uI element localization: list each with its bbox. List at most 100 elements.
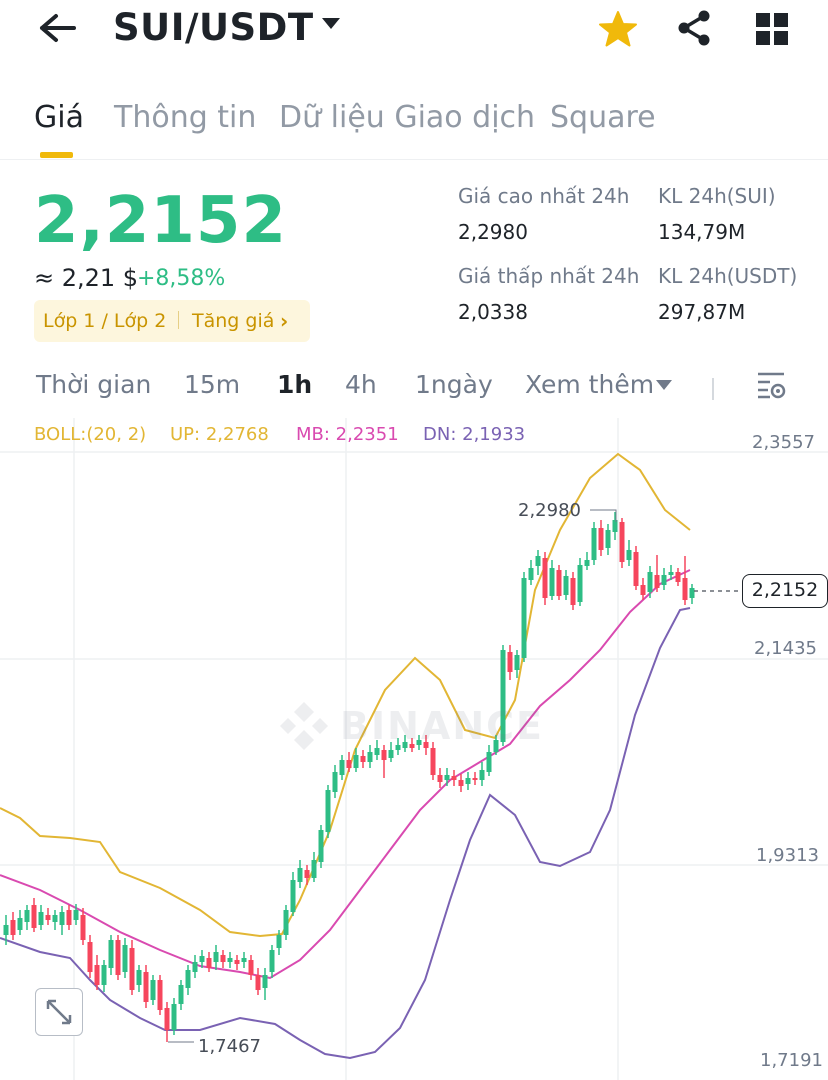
candle-body: [367, 752, 373, 762]
candle-body: [689, 588, 695, 598]
y-axis-label: 2,1435: [754, 638, 817, 659]
candle-body: [360, 756, 366, 762]
interval-1day[interactable]: 1ngày: [415, 370, 493, 399]
candle-body: [647, 572, 653, 592]
candle-body: [388, 750, 394, 758]
candle-body: [675, 572, 681, 582]
candle-body: [150, 980, 156, 1000]
candle-body: [500, 650, 506, 742]
candle-body: [605, 530, 611, 548]
star-icon[interactable]: [598, 10, 638, 48]
candle-body: [598, 528, 604, 550]
candle-body: [248, 960, 254, 975]
candle-body: [66, 910, 72, 925]
candle-body: [59, 912, 65, 925]
candle-body: [514, 655, 520, 670]
candle-body: [234, 960, 240, 964]
candle-body: [472, 778, 478, 780]
candle-body: [171, 1004, 177, 1030]
candle-body: [339, 760, 345, 775]
candle-body: [528, 568, 534, 580]
candle-body: [143, 972, 149, 1002]
candle-body: [185, 970, 191, 988]
candle-body: [206, 958, 212, 968]
candle-body: [178, 985, 184, 1004]
candle-body: [94, 965, 100, 985]
candle-body: [451, 776, 457, 780]
boll-dn-value: DN: 2,1933: [423, 424, 526, 445]
approx-usd-price: ≈ 2,21 $: [34, 264, 139, 292]
interval-more[interactable]: Xem thêm: [525, 370, 655, 399]
candle-body: [416, 740, 422, 745]
candle-body: [325, 790, 331, 832]
trading-pair-title[interactable]: SUI/USDT: [113, 6, 314, 49]
candle-body: [45, 915, 51, 920]
pair-dropdown-caret-icon[interactable]: [322, 18, 340, 29]
back-arrow-icon[interactable]: [34, 8, 78, 48]
layer-tag-label[interactable]: Lớp 1 / Lớp 2: [43, 310, 167, 332]
candle-body: [192, 962, 198, 972]
y-axis-label: 1,9313: [756, 845, 819, 866]
tab-square[interactable]: Square: [550, 100, 656, 135]
candle-body: [479, 770, 485, 780]
y-axis-label: 2,3557: [752, 432, 815, 453]
candle-body: [584, 560, 590, 566]
candle-body: [353, 755, 359, 768]
vol-base-value: 134,79M: [658, 220, 746, 244]
candle-body: [213, 952, 219, 962]
interval-15m[interactable]: 15m: [184, 370, 241, 399]
vol-quote-value: 297,87M: [658, 300, 746, 324]
high-marker-line: [590, 509, 617, 522]
candle-body: [164, 1008, 170, 1030]
candle-body: [87, 942, 93, 972]
boll-label: BOLL:(20, 2): [34, 424, 147, 445]
interval-time[interactable]: Thời gian: [36, 370, 152, 399]
candle-body: [430, 748, 436, 775]
gainers-tag-label[interactable]: Tăng giá: [192, 310, 275, 332]
candle-body: [633, 552, 639, 586]
candle-body: [136, 970, 142, 985]
candle-body: [409, 744, 415, 748]
current-price-tag: 2,2152: [742, 574, 828, 608]
interval-1h[interactable]: 1h: [277, 370, 313, 399]
candle-body: [332, 772, 338, 792]
interval-4h[interactable]: 4h: [345, 370, 377, 399]
binance-logo-icon: [280, 702, 328, 750]
candle-body: [269, 950, 275, 972]
candle-body: [311, 860, 317, 878]
grid-menu-icon[interactable]: [755, 12, 789, 46]
fullscreen-button[interactable]: [35, 988, 83, 1036]
more-dropdown-caret-icon[interactable]: [656, 380, 672, 390]
tab-trading-data[interactable]: Dữ liệu Giao dịch: [279, 100, 536, 135]
candle-body: [199, 956, 205, 962]
candle-body: [507, 652, 513, 672]
candle-body: [276, 935, 282, 948]
candle-body: [101, 965, 107, 985]
candle-body: [402, 742, 408, 748]
candle-body: [542, 558, 548, 598]
low-marker-label: 1,7467: [198, 1036, 261, 1057]
last-price: 2,2152: [34, 184, 287, 258]
candle-body: [304, 870, 310, 878]
category-badge[interactable]: Lớp 1 / Lớp 2 Tăng giá ›: [34, 300, 310, 342]
watermark-text: BINANCE: [340, 704, 544, 748]
top-bar: SUI/USDT: [0, 0, 828, 62]
boll-up-value: UP: 2,2768: [170, 424, 269, 445]
candle-body: [122, 945, 128, 972]
candle-body: [437, 775, 443, 782]
vol-quote-label: KL 24h(USDT): [658, 264, 798, 288]
expand-icon: [46, 999, 72, 1025]
candle-body: [486, 752, 492, 772]
candle-body: [682, 578, 688, 600]
candle-body: [591, 528, 597, 560]
candle-body: [535, 556, 541, 566]
candle-body: [563, 576, 569, 595]
candle-body: [73, 910, 79, 920]
share-icon[interactable]: [674, 8, 714, 48]
tab-price[interactable]: Giá: [34, 100, 84, 135]
candle-body: [24, 910, 30, 922]
interval-divider: [712, 378, 714, 400]
candlestick-chart[interactable]: [0, 414, 828, 1080]
chart-settings-icon[interactable]: [756, 370, 786, 400]
tab-info[interactable]: Thông tin: [114, 100, 257, 135]
